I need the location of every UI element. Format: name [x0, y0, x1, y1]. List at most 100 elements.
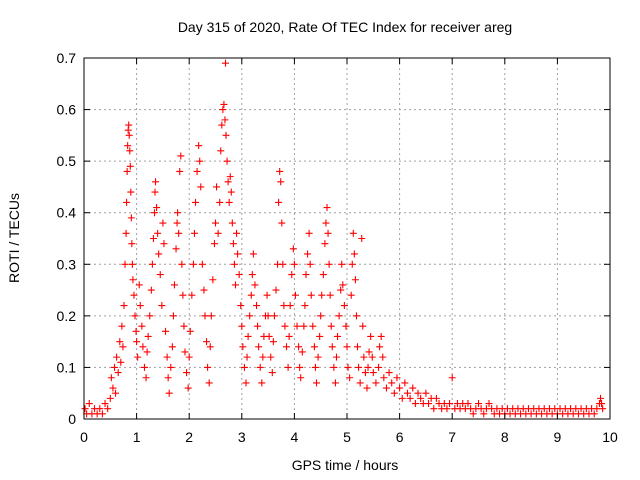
data-point	[111, 363, 119, 371]
data-point	[228, 219, 236, 227]
data-point	[321, 240, 329, 248]
data-point	[212, 219, 219, 227]
data-point	[167, 363, 175, 371]
data-point	[101, 400, 109, 408]
y-tick-label: 0.2	[57, 308, 77, 324]
x-tick-label: 9	[554, 429, 562, 445]
data-point	[253, 302, 261, 310]
data-point	[363, 384, 371, 392]
data-point	[347, 291, 355, 299]
data-point	[464, 400, 472, 408]
data-point	[136, 302, 144, 310]
data-point	[377, 332, 385, 340]
data-point	[307, 291, 315, 299]
data-point	[344, 363, 352, 371]
data-point	[150, 209, 158, 217]
data-point	[346, 374, 354, 382]
data-point	[264, 312, 272, 320]
data-point	[221, 116, 229, 124]
data-point	[599, 405, 607, 413]
data-point	[254, 322, 262, 330]
data-point	[342, 322, 350, 330]
data-point	[390, 389, 398, 397]
data-point	[235, 271, 243, 279]
data-point	[295, 343, 303, 351]
y-tick-label: 0	[68, 411, 76, 427]
data-point	[117, 358, 125, 366]
data-point	[148, 260, 156, 268]
data-point	[280, 302, 288, 310]
data-point	[323, 204, 331, 212]
data-point	[403, 389, 411, 397]
data-point	[154, 229, 162, 237]
data-point	[365, 348, 373, 356]
x-tick-label: 0	[80, 429, 88, 445]
data-point	[300, 322, 308, 330]
data-point	[338, 260, 346, 268]
data-point	[358, 235, 366, 242]
data-point	[156, 271, 164, 279]
data-point	[291, 291, 299, 299]
data-point	[348, 260, 356, 268]
y-tick-label: 0.7	[57, 50, 77, 66]
data-point	[158, 302, 166, 310]
data-point	[123, 167, 131, 175]
data-point	[302, 271, 310, 279]
data-point	[278, 219, 286, 227]
data-point	[121, 260, 129, 268]
data-point	[210, 240, 218, 248]
data-point	[334, 332, 342, 340]
data-point	[85, 400, 93, 408]
ticks-layer	[83, 57, 611, 420]
data-point	[368, 353, 376, 361]
data-point	[480, 410, 488, 418]
data-point	[379, 353, 387, 361]
data-point	[185, 353, 193, 361]
data-point	[409, 384, 417, 392]
data-point	[305, 229, 313, 237]
data-point	[198, 260, 206, 268]
data-point	[268, 369, 276, 377]
data-point	[123, 198, 131, 206]
data-point	[201, 312, 209, 320]
data-point	[339, 281, 347, 289]
data-point	[96, 405, 104, 413]
data-point	[443, 405, 451, 413]
data-point	[178, 260, 186, 268]
data-point	[107, 374, 115, 382]
data-point	[286, 302, 294, 310]
data-point	[222, 131, 230, 139]
data-point	[393, 374, 401, 382]
data-point	[485, 400, 493, 408]
data-point	[184, 384, 192, 392]
data-point	[209, 276, 217, 284]
data-point	[139, 343, 147, 351]
data-point	[306, 260, 314, 268]
data-point	[142, 374, 150, 382]
data-point	[385, 369, 393, 377]
data-point	[164, 374, 172, 382]
data-point	[396, 384, 404, 392]
data-point	[325, 260, 333, 268]
data-point	[272, 286, 280, 294]
data-point	[446, 400, 454, 408]
data-point	[249, 250, 257, 258]
x-tick-label: 3	[238, 429, 246, 445]
data-point	[350, 250, 358, 258]
data-point	[134, 353, 142, 361]
y-tick-label: 0.6	[57, 102, 77, 118]
data-point	[284, 363, 292, 371]
data-point	[205, 379, 213, 387]
data-point	[203, 338, 211, 346]
grid-layer	[84, 58, 610, 419]
data-point	[197, 183, 205, 191]
data-point	[190, 229, 198, 237]
data-point	[234, 250, 242, 258]
data-point	[277, 178, 285, 186]
data-point	[324, 229, 332, 237]
x-tick-label: 1	[133, 429, 141, 445]
data-point	[352, 312, 360, 320]
data-point	[240, 363, 248, 371]
data-point	[127, 188, 135, 196]
